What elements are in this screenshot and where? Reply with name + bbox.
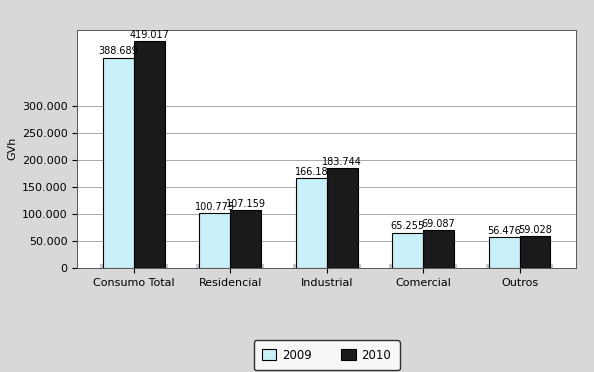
Bar bbox=[423, 231, 454, 268]
Text: 65.255: 65.255 bbox=[391, 221, 425, 231]
Bar bbox=[103, 58, 134, 268]
Bar bbox=[392, 232, 423, 268]
Text: 183.744: 183.744 bbox=[322, 157, 362, 167]
Text: 56.476: 56.476 bbox=[487, 226, 521, 236]
Y-axis label: GVh: GVh bbox=[8, 137, 18, 160]
Text: 388.689: 388.689 bbox=[99, 46, 138, 56]
Bar bbox=[230, 210, 261, 268]
Text: 166.18: 166.18 bbox=[295, 167, 328, 177]
Bar bbox=[200, 213, 230, 268]
Bar bbox=[197, 263, 264, 268]
Bar bbox=[389, 263, 457, 268]
Legend: 2009, 2010: 2009, 2010 bbox=[254, 340, 400, 370]
Text: 69.087: 69.087 bbox=[422, 219, 456, 229]
Text: 100.775: 100.775 bbox=[195, 202, 235, 212]
Text: 59.028: 59.028 bbox=[518, 225, 552, 235]
Bar bbox=[134, 41, 165, 268]
Bar bbox=[520, 236, 551, 268]
Bar bbox=[293, 263, 361, 268]
Bar bbox=[486, 263, 554, 268]
Text: 419.017: 419.017 bbox=[129, 30, 169, 40]
Bar bbox=[100, 263, 168, 268]
Bar bbox=[489, 237, 520, 268]
Text: 107.159: 107.159 bbox=[226, 199, 266, 208]
Bar bbox=[327, 169, 358, 268]
Bar bbox=[296, 178, 327, 268]
